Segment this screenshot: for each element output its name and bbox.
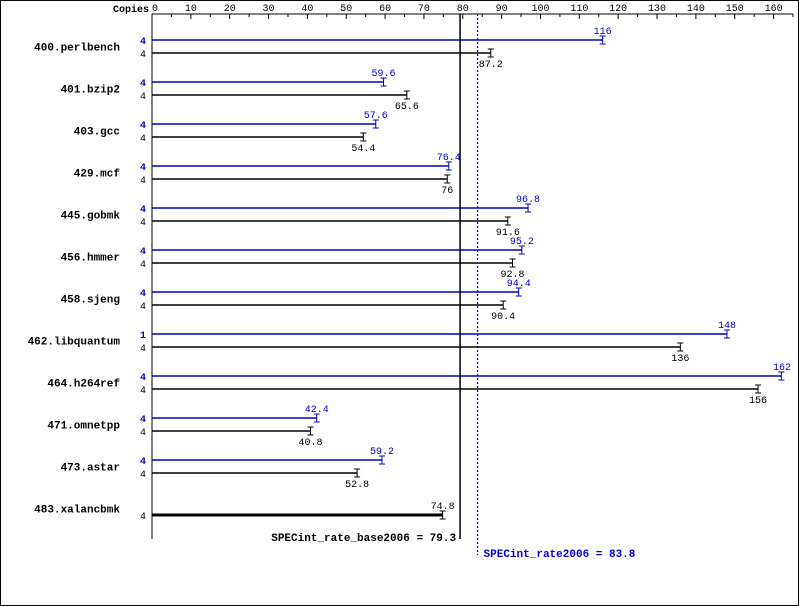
benchmark-label: 456.hmmer <box>61 253 120 265</box>
copies-peak: 4 <box>140 457 146 468</box>
copies-base: 4 <box>140 428 146 439</box>
copies-peak: 4 <box>140 37 146 48</box>
axis-tick-label: 40 <box>301 4 313 15</box>
copies-base: 4 <box>140 176 146 187</box>
axis-tick-label: 140 <box>687 4 705 15</box>
axis-tick-label: 160 <box>765 4 783 15</box>
base-value-label: 52.8 <box>345 480 369 491</box>
peak-value-label: 76.4 <box>437 153 461 164</box>
base-value-label: 74.8 <box>431 502 455 513</box>
axis-tick-label: 80 <box>457 4 469 15</box>
base-value-label: 90.4 <box>491 312 515 323</box>
base-value-label: 65.6 <box>395 102 419 113</box>
axis-tick-label: 130 <box>648 4 666 15</box>
copies-base: 4 <box>140 134 146 145</box>
peak-value-label: 42.4 <box>305 405 329 416</box>
copies-peak: 4 <box>140 415 146 426</box>
base-summary-label: SPECint_rate_base2006 = 79.3 <box>271 533 456 545</box>
copies-peak: 4 <box>140 289 146 300</box>
copies-peak: 4 <box>140 373 146 384</box>
copies-base: 4 <box>140 218 146 229</box>
copies-base: 4 <box>140 260 146 271</box>
copies-peak: 4 <box>140 163 146 174</box>
benchmark-label: 458.sjeng <box>61 295 120 307</box>
benchmark-label: 445.gobmk <box>61 211 121 223</box>
peak-value-label: 95.2 <box>510 237 534 248</box>
benchmark-label: 471.omnetpp <box>47 421 120 433</box>
benchmark-label: 429.mcf <box>74 169 121 181</box>
axis-tick-label: 120 <box>609 4 627 15</box>
axis-tick-label: 150 <box>726 4 744 15</box>
axis-tick-label: 0 <box>152 4 158 15</box>
axis-tick-label: 90 <box>496 4 508 15</box>
axis-tick-label: 110 <box>570 4 588 15</box>
peak-value-label: 57.6 <box>364 111 388 122</box>
axis-tick-label: 60 <box>379 4 391 15</box>
copies-peak: 4 <box>140 205 146 216</box>
peak-value-label: 162 <box>773 363 791 374</box>
peak-value-label: 116 <box>594 27 612 38</box>
base-value-label: 40.8 <box>298 438 322 449</box>
benchmark-label: 400.perlbench <box>34 43 120 55</box>
copies-base: 4 <box>140 470 146 481</box>
peak-summary-label: SPECint_rate2006 = 83.8 <box>484 549 636 561</box>
axis-tick-label: 50 <box>340 4 352 15</box>
axis-tick-label: 20 <box>224 4 236 15</box>
copies-base: 4 <box>140 50 146 61</box>
benchmark-label: 473.astar <box>61 463 120 475</box>
copies-base: 4 <box>140 302 146 313</box>
benchmark-label: 401.bzip2 <box>61 85 120 97</box>
copies-peak: 4 <box>140 247 146 258</box>
peak-value-label: 59.2 <box>370 447 394 458</box>
axis-tick-label: 100 <box>531 4 549 15</box>
benchmark-label: 483.xalancbmk <box>34 505 120 517</box>
base-value-label: 87.2 <box>479 60 503 71</box>
base-value-label: 136 <box>671 354 689 365</box>
peak-value-label: 59.6 <box>372 69 396 80</box>
copies-peak: 1 <box>140 331 146 342</box>
benchmark-label: 462.libquantum <box>28 337 121 349</box>
axis-tick-label: 70 <box>418 4 430 15</box>
copies-base: 4 <box>140 344 146 355</box>
spec-rate-chart: 0 10 20 30 40 50 60 70 80 90 100 110 120 130 140 150 160… <box>0 0 799 606</box>
base-value-label: 76 <box>441 186 453 197</box>
copies-base: 4 <box>140 386 146 397</box>
copies-peak: 4 <box>140 121 146 132</box>
axis-tick-label: 10 <box>185 4 197 15</box>
base-value-label: 156 <box>749 396 767 407</box>
copies-header: Copies <box>113 4 149 16</box>
copies-base: 4 <box>140 92 146 103</box>
benchmark-label: 464.h264ref <box>47 379 120 391</box>
axis-tick-label: 30 <box>263 4 275 15</box>
base-value-label: 54.4 <box>351 144 375 155</box>
peak-value-label: 96.8 <box>516 195 540 206</box>
peak-value-label: 94.4 <box>507 279 531 290</box>
peak-value-label: 148 <box>718 321 736 332</box>
copies-peak: 4 <box>140 79 146 90</box>
benchmark-label: 403.gcc <box>74 127 120 139</box>
copies-base: 4 <box>140 512 146 523</box>
